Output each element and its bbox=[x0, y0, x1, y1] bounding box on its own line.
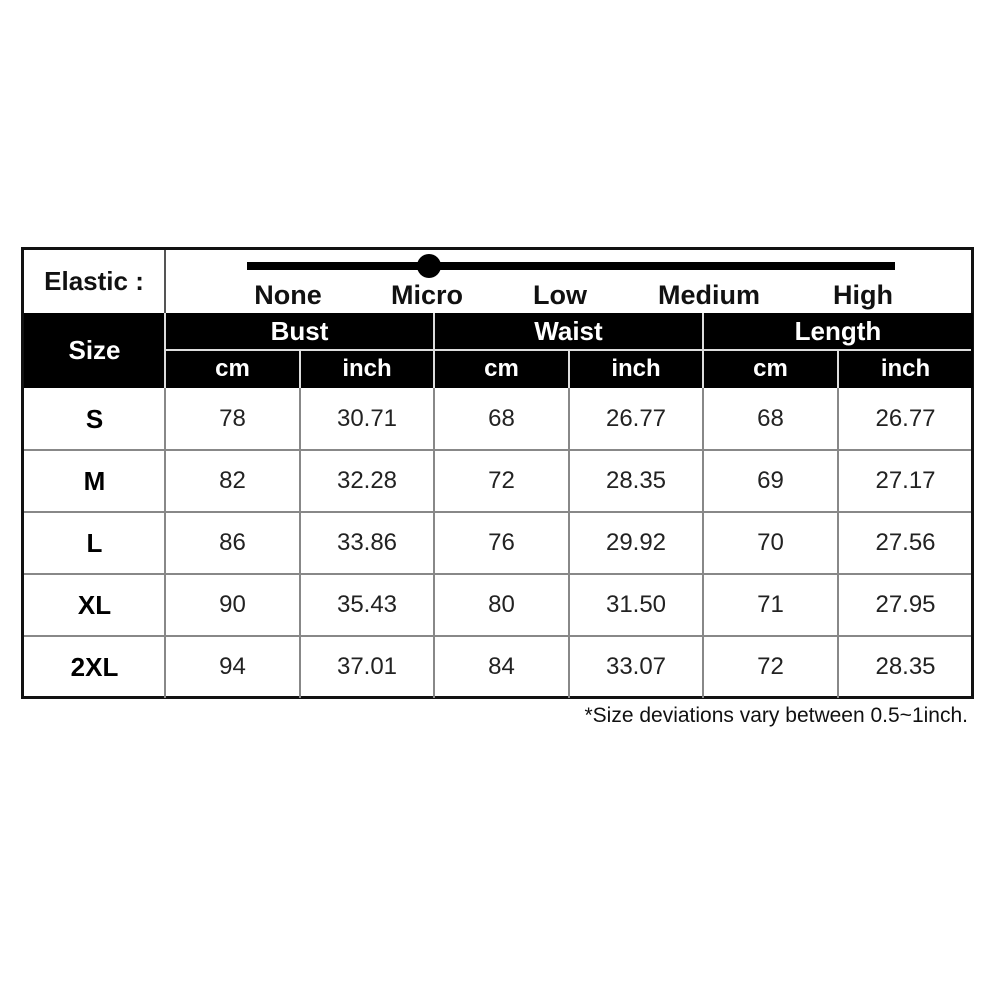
table-cell: 27.56 bbox=[875, 529, 936, 556]
header-vline bbox=[433, 313, 435, 388]
table-cell: 26.77 bbox=[605, 405, 667, 432]
header-vline bbox=[299, 350, 301, 388]
elastic-divider bbox=[164, 250, 166, 313]
column-divider bbox=[702, 388, 704, 698]
table-cell: 71 bbox=[757, 591, 784, 618]
table-cell: 72 bbox=[757, 653, 784, 680]
row-divider bbox=[24, 635, 971, 637]
group-header-length: Length bbox=[703, 313, 973, 350]
size-cell-L: L bbox=[86, 527, 103, 558]
table-cell: 33.07 bbox=[605, 653, 667, 680]
table-cell: 78 bbox=[219, 405, 246, 432]
table-cell: 70 bbox=[757, 529, 784, 556]
table-cell: 35.43 bbox=[336, 591, 398, 618]
header-vline bbox=[568, 350, 570, 388]
unit-header-length-cm: cm bbox=[703, 350, 838, 388]
row-divider bbox=[24, 449, 971, 451]
elasticity-indicator-dot bbox=[417, 254, 441, 278]
table-cell: 37.01 bbox=[336, 653, 398, 680]
size-deviation-note: *Size deviations vary between 0.5~1inch. bbox=[584, 704, 969, 727]
column-divider bbox=[433, 388, 435, 698]
elasticity-level-low: Low bbox=[533, 280, 587, 310]
header-vline bbox=[837, 350, 839, 388]
row-divider bbox=[24, 573, 971, 575]
table-cell: 27.17 bbox=[875, 467, 936, 494]
elastic-label: Elastic : bbox=[44, 266, 144, 296]
size-cell-S: S bbox=[85, 403, 104, 434]
table-cell: 28.35 bbox=[875, 653, 936, 680]
group-header-bust: Bust bbox=[165, 313, 434, 350]
table-cell: 86 bbox=[219, 529, 246, 556]
size-cell-2XL: 2XL bbox=[70, 651, 119, 682]
group-header-waist: Waist bbox=[434, 313, 703, 350]
row-divider bbox=[24, 511, 971, 513]
table-cell: 28.35 bbox=[605, 467, 667, 494]
table-cell: 90 bbox=[219, 591, 246, 618]
elasticity-level-high: High bbox=[833, 280, 893, 310]
table-cell: 26.77 bbox=[875, 405, 936, 432]
size-header: Size bbox=[24, 313, 165, 388]
table-cell: 27.95 bbox=[875, 591, 936, 618]
table-cell: 82 bbox=[219, 467, 246, 494]
unit-header-length-inch: inch bbox=[838, 350, 973, 388]
column-divider bbox=[299, 388, 301, 698]
column-divider bbox=[164, 388, 166, 698]
table-cell: 69 bbox=[757, 467, 784, 494]
unit-header-waist-inch: inch bbox=[569, 350, 703, 388]
table-cell: 72 bbox=[488, 467, 515, 494]
table-cell: 33.86 bbox=[336, 529, 398, 556]
elasticity-level-medium: Medium bbox=[657, 280, 761, 310]
unit-header-bust-cm: cm bbox=[165, 350, 300, 388]
unit-header-bust-inch: inch bbox=[300, 350, 434, 388]
header-vline bbox=[164, 313, 166, 388]
elasticity-level-none: None bbox=[254, 280, 322, 310]
elasticity-level-micro: Micro bbox=[390, 280, 464, 310]
header-vline bbox=[702, 313, 704, 388]
table-cell: 84 bbox=[488, 653, 515, 680]
size-chart-frame bbox=[21, 247, 974, 699]
table-cell: 68 bbox=[757, 405, 784, 432]
size-cell-M: M bbox=[83, 465, 106, 496]
size-cell-XL: XL bbox=[77, 589, 112, 620]
unit-header-waist-cm: cm bbox=[434, 350, 569, 388]
elasticity-scale-line bbox=[247, 262, 895, 270]
column-divider bbox=[568, 388, 570, 698]
table-cell: 76 bbox=[488, 529, 515, 556]
table-cell: 29.92 bbox=[605, 529, 667, 556]
table-cell: 31.50 bbox=[605, 591, 667, 618]
table-cell: 80 bbox=[488, 591, 515, 618]
table-cell: 32.28 bbox=[336, 467, 398, 494]
column-divider bbox=[837, 388, 839, 698]
table-cell: 68 bbox=[488, 405, 515, 432]
table-cell: 30.71 bbox=[336, 405, 398, 432]
table-cell: 94 bbox=[219, 653, 246, 680]
